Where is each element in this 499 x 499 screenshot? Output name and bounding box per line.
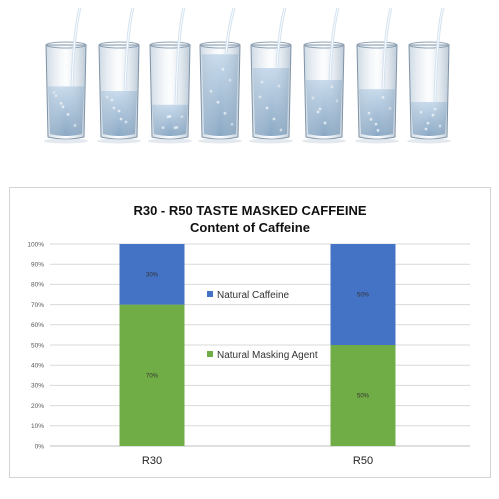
y-tick-label: 60% — [31, 322, 44, 329]
y-tick-label: 40% — [31, 363, 44, 370]
data-label: 70% — [146, 373, 159, 379]
bars: 70% 30% 50% 50% — [119, 244, 396, 446]
glass-7 — [355, 7, 399, 144]
x-axis-categories: R30 R50 — [142, 455, 373, 467]
legend-swatch — [207, 291, 213, 297]
bar-r50-natural-masking-agent — [330, 345, 396, 446]
chart-frame: R30 - R50 TASTE MASKED CAFFEINE Content … — [9, 187, 491, 478]
glass-2 — [97, 7, 141, 144]
y-tick-label: 80% — [31, 282, 44, 289]
glass-5 — [249, 7, 293, 144]
bar-r30-natural-masking-agent — [119, 304, 185, 446]
x-category-label: R30 — [142, 455, 162, 467]
y-tick-label: 50% — [31, 342, 44, 349]
chart-subtitle: Content of Caffeine — [190, 220, 310, 235]
y-tick-label: 30% — [31, 383, 44, 390]
y-tick-label: 90% — [31, 262, 44, 269]
y-axis-ticks: 0% 10% 20% 30% 40% 50% 60% 70% 80% 90% 100% — [27, 241, 44, 450]
legend-swatch — [207, 351, 213, 357]
y-tick-label: 20% — [31, 403, 44, 410]
glass-1 — [44, 7, 88, 144]
water-glasses-photo — [44, 7, 451, 144]
legend-entry: Natural Masking Agent — [217, 350, 318, 361]
legend-entry: Natural Caffeine — [217, 290, 290, 301]
data-label: 50% — [357, 293, 370, 299]
y-tick-label: 10% — [31, 423, 44, 430]
glass-8 — [407, 7, 451, 144]
bar-r50-natural-caffeine — [330, 244, 396, 345]
y-tick-label: 70% — [31, 302, 44, 309]
legend: Natural Caffeine Natural Masking Agent — [207, 290, 318, 361]
glass-3 — [148, 7, 192, 144]
y-tick-label: 100% — [27, 241, 44, 248]
y-tick-label: 0% — [35, 443, 45, 450]
glass-6 — [302, 7, 346, 144]
glass-4 — [198, 7, 242, 144]
data-label: 50% — [357, 394, 370, 400]
gridlines — [50, 243, 470, 447]
stacked-bar-chart: R30 - R50 TASTE MASKED CAFFEINE Content … — [27, 203, 470, 467]
data-label: 30% — [146, 272, 159, 278]
x-category-label: R50 — [353, 455, 373, 467]
chart-title: R30 - R50 TASTE MASKED CAFFEINE — [133, 203, 366, 218]
bar-r30-natural-caffeine — [119, 244, 185, 305]
